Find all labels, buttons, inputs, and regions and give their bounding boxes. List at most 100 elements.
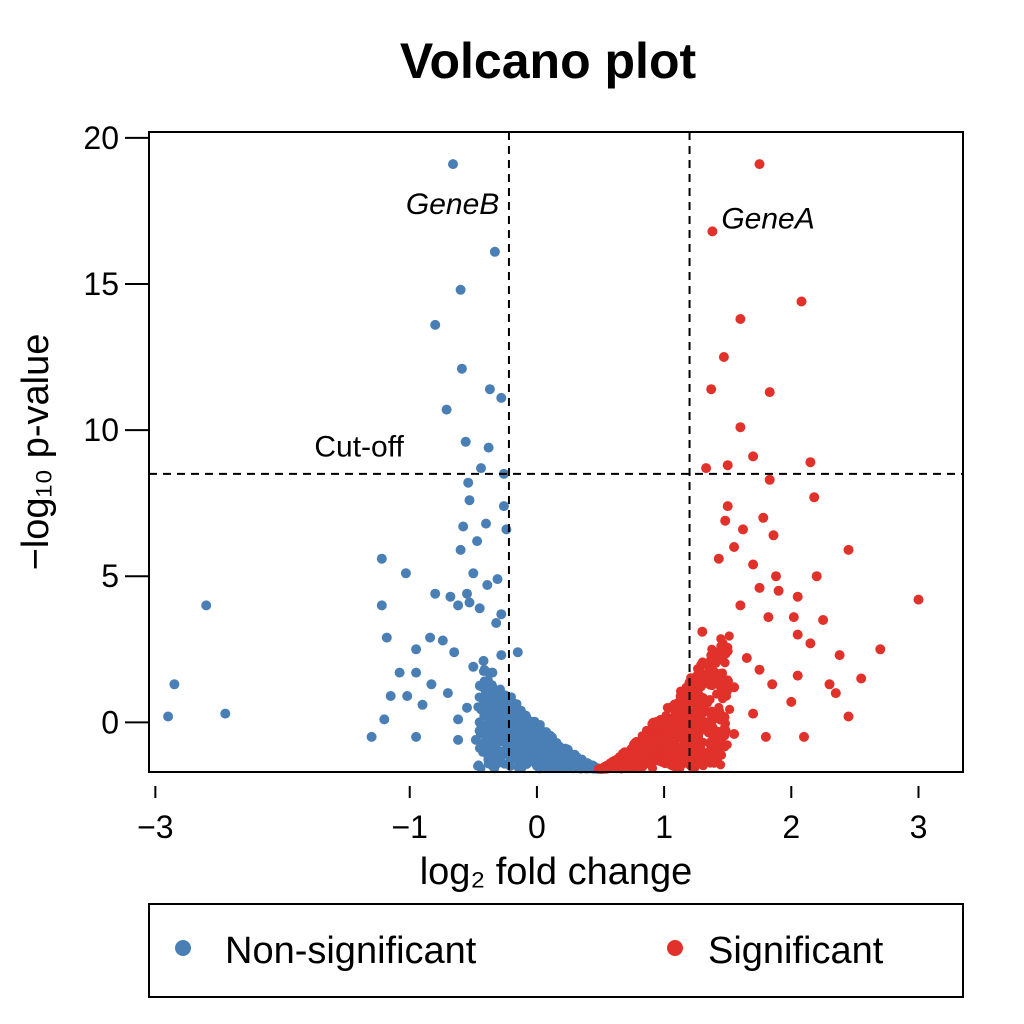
data-point [417,699,428,710]
data-point [201,600,212,611]
data-point [496,392,507,403]
data-point [488,752,498,762]
data-point [796,296,807,307]
y-tick-label: 15 [83,266,119,302]
data-point [522,759,532,770]
annotations: Cut-off GeneB GeneA [314,188,814,464]
data-point [644,732,654,743]
data-point [705,750,715,760]
data-point [809,492,820,503]
data-point [411,644,422,655]
data-point [792,591,803,602]
data-point [464,597,475,608]
data-point [498,501,509,512]
data-point [430,588,441,599]
data-point [489,734,499,744]
data-point [720,658,730,668]
legend-label-non-significant: Non-significant [225,930,477,972]
data-point [474,603,485,614]
data-point [712,670,723,681]
data-point [651,755,661,765]
data-point [534,757,545,767]
data-point [430,319,441,330]
data-point [696,692,707,703]
legend-box [148,903,964,998]
data-point [695,713,705,724]
data-point [634,762,644,772]
data-point [489,709,499,719]
data-point [489,246,500,257]
x-tick-label: 0 [528,809,546,845]
x-tick-label: 3 [910,809,928,845]
y-tick-label: 0 [101,704,119,740]
data-point [449,647,460,658]
data-point [470,734,481,745]
data-point [478,655,489,666]
data-point [758,512,769,523]
data-point [437,635,448,646]
data-point [445,591,456,602]
data-point [499,737,509,747]
x-tick-label: 2 [782,809,800,845]
data-point [856,673,867,684]
data-point [441,404,452,415]
data-point [557,752,567,762]
data-point [678,702,688,712]
data-point [541,727,552,737]
data-point [647,763,658,773]
data-point [531,722,541,733]
data-point [792,629,803,640]
data-point [462,702,472,713]
data-point [729,682,740,693]
data-point [713,553,724,564]
data-point [491,618,502,628]
data-point [695,758,705,768]
data-point [580,759,590,769]
data-point [468,568,479,579]
data-point [542,741,552,751]
data-point [706,677,716,688]
data-point [716,750,727,760]
data-point [660,714,670,724]
data-point [617,762,628,772]
data-point [723,676,734,686]
legend-label-significant: Significant [708,930,884,972]
data-point [668,700,679,711]
data-point [843,711,854,722]
data-point [754,664,765,675]
data-point [400,568,411,579]
threshold-layer [149,132,963,772]
data-point [722,460,733,471]
data-point [763,612,774,623]
data-point [496,609,507,620]
data-point [705,708,715,719]
data-point [754,159,765,170]
annotation-genea: GeneA [721,202,814,235]
data-point [661,731,672,741]
data-point [464,495,475,506]
y-axis: 0 5 10 15 20 [83,120,149,740]
data-point [843,544,854,555]
data-point [764,387,775,398]
annotation-geneb: GeneB [406,188,499,221]
data-point [609,762,619,772]
data-point [492,574,503,585]
data-point [519,723,529,733]
data-point [725,704,735,715]
data-point [685,754,695,764]
data-point [705,737,715,747]
annotation-cut-off: Cut-off [314,430,404,463]
data-point [724,631,734,641]
data-point [706,384,717,395]
data-point [512,647,523,658]
data-point [453,600,464,611]
data-point [729,729,740,739]
data-point [571,752,582,762]
data-point [566,762,576,773]
data-point [703,728,714,738]
data-point [773,585,784,596]
points-layer [163,159,924,774]
data-point [719,690,729,700]
data-point [719,712,730,722]
